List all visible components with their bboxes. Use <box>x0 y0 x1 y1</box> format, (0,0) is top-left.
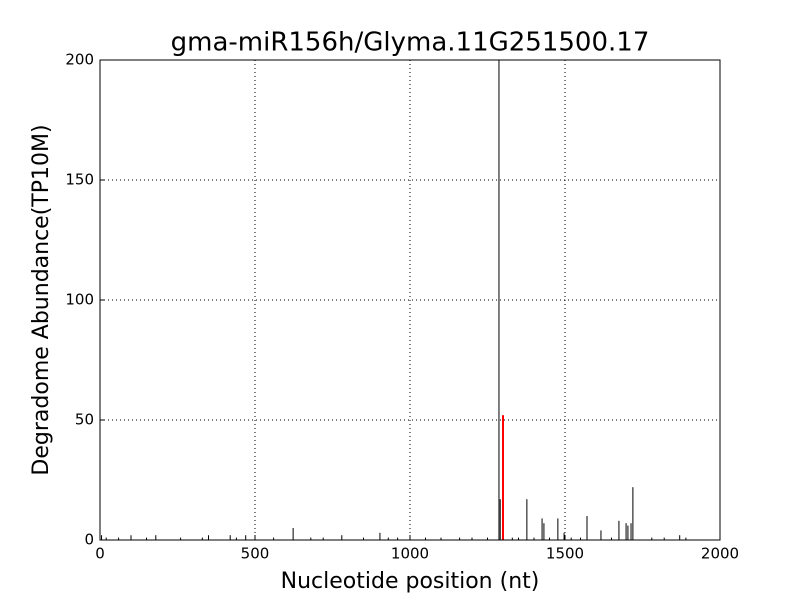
y-tick-label: 100 <box>65 291 94 309</box>
y-tick-label: 50 <box>75 411 94 429</box>
x-tick-label: 0 <box>95 545 105 563</box>
y-axis-label: Degradome Abundance(TP10M) <box>29 124 54 475</box>
y-tick-label: 200 <box>65 51 94 69</box>
y-tick-label: 0 <box>84 531 94 549</box>
x-tick-label: 1000 <box>391 545 429 563</box>
y-tick-label: 150 <box>65 171 94 189</box>
chart-title: gma-miR156h/Glyma.11G251500.17 <box>171 28 650 58</box>
x-tick-label: 1500 <box>546 545 584 563</box>
x-tick-label: 2000 <box>701 545 739 563</box>
x-axis-label: Nucleotide position (nt) <box>281 569 540 594</box>
x-tick-label: 500 <box>241 545 270 563</box>
plot-frame <box>99 59 721 541</box>
